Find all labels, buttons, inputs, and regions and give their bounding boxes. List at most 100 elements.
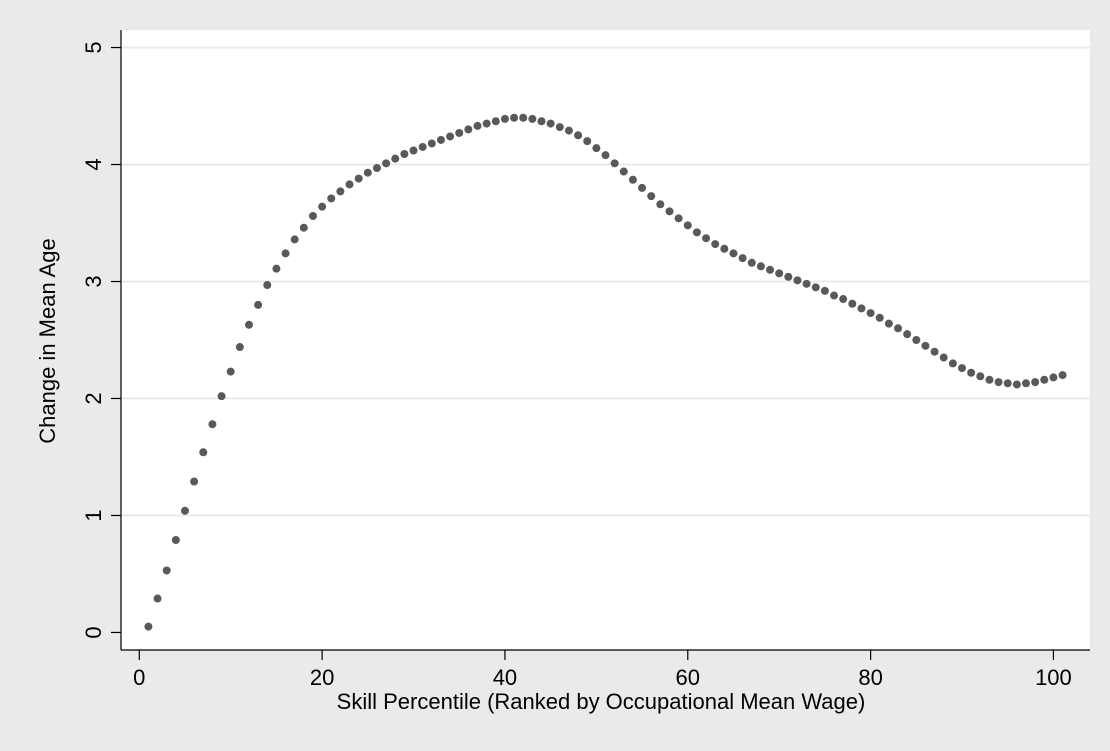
data-point <box>1012 380 1021 389</box>
data-point <box>382 159 391 168</box>
data-point <box>391 154 400 163</box>
data-point <box>939 353 948 362</box>
data-point <box>528 114 537 123</box>
data-point <box>1049 373 1058 382</box>
data-point <box>802 279 811 288</box>
data-point <box>263 281 272 290</box>
data-point <box>327 194 336 203</box>
data-point <box>756 262 765 271</box>
data-point <box>162 566 171 575</box>
data-point <box>555 123 564 132</box>
y-axis-title: Change in Mean Age <box>35 238 60 444</box>
x-tick-label: 40 <box>493 665 517 690</box>
data-point <box>537 117 546 126</box>
y-tick-label: 1 <box>81 509 106 521</box>
data-point <box>235 343 244 352</box>
data-point <box>592 144 601 153</box>
data-point <box>473 121 482 130</box>
data-point <box>574 131 583 140</box>
data-point <box>638 183 647 192</box>
data-point <box>692 228 701 237</box>
data-point <box>190 477 199 486</box>
data-point <box>345 180 354 189</box>
y-ticks: 0 1 2 3 4 5 <box>81 41 121 639</box>
data-point <box>1031 378 1040 387</box>
data-point <box>656 200 665 209</box>
data-point <box>647 192 656 201</box>
data-point <box>546 119 555 128</box>
y-tick-label: 4 <box>81 158 106 170</box>
data-point <box>418 142 427 151</box>
data-point <box>729 249 738 258</box>
data-point <box>875 313 884 322</box>
data-point <box>884 319 893 328</box>
x-tick-label: 0 <box>133 665 145 690</box>
data-point <box>144 622 153 631</box>
data-point <box>564 126 573 135</box>
data-point <box>409 146 418 155</box>
data-point <box>830 291 839 300</box>
data-point <box>171 536 180 545</box>
data-point <box>921 341 930 350</box>
data-point <box>820 286 829 295</box>
data-point <box>985 375 994 384</box>
data-point <box>811 283 820 292</box>
data-point <box>720 244 729 253</box>
data-point <box>775 269 784 278</box>
data-point <box>1022 379 1031 388</box>
data-point <box>363 168 372 177</box>
data-point <box>299 223 308 232</box>
data-point <box>308 212 317 220</box>
data-point <box>1003 379 1012 388</box>
x-tick-label: 20 <box>310 665 334 690</box>
x-axis-title: Skill Percentile (Ranked by Occupational… <box>337 689 866 714</box>
data-point <box>208 420 217 429</box>
data-point <box>226 367 235 376</box>
data-point <box>510 113 519 122</box>
data-point <box>674 214 683 223</box>
data-points <box>144 113 1067 631</box>
data-point <box>482 119 491 128</box>
data-point <box>857 304 866 313</box>
data-point <box>894 324 903 333</box>
data-point <box>519 113 528 122</box>
data-point <box>903 330 912 339</box>
data-point <box>400 150 409 158</box>
data-point <box>702 234 711 243</box>
x-tick-label: 100 <box>1035 665 1072 690</box>
data-point <box>747 258 756 267</box>
data-point <box>244 320 253 329</box>
data-point <box>153 594 162 603</box>
data-point <box>793 276 802 285</box>
data-point <box>436 135 445 144</box>
y-tick-label: 3 <box>81 275 106 287</box>
gridlines <box>121 46 1090 517</box>
data-point <box>1040 375 1049 384</box>
y-tick-label: 5 <box>81 41 106 53</box>
data-point <box>619 167 628 176</box>
data-point <box>491 117 500 126</box>
data-point <box>180 506 189 515</box>
data-point <box>583 137 592 146</box>
data-point <box>610 159 619 168</box>
data-point <box>1058 371 1067 380</box>
data-point <box>272 264 281 273</box>
data-point <box>958 364 967 373</box>
data-point <box>446 132 455 141</box>
data-point <box>336 187 345 196</box>
y-tick-label: 2 <box>81 392 106 404</box>
x-ticks: 0 20 40 60 80 100 <box>133 650 1072 690</box>
data-point <box>254 300 263 309</box>
data-point <box>784 272 793 281</box>
data-point <box>839 295 848 304</box>
data-point <box>500 114 509 123</box>
data-point <box>199 448 208 457</box>
x-tick-label: 80 <box>858 665 882 690</box>
data-point <box>281 249 290 258</box>
plot-area <box>121 30 1090 650</box>
data-point <box>601 151 610 160</box>
data-point <box>948 359 957 368</box>
data-point <box>628 175 637 184</box>
